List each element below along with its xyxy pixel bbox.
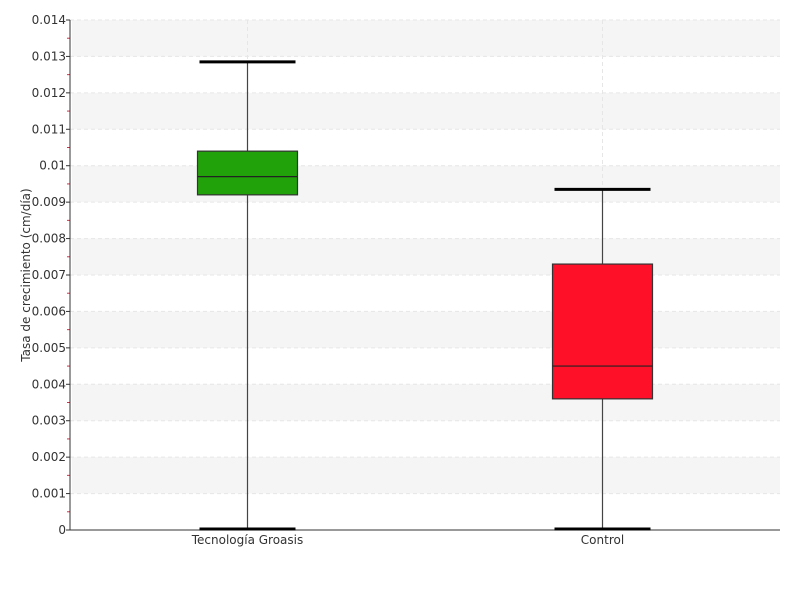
grid-bands	[72, 20, 780, 494]
y-tick-label: 0.007	[32, 268, 66, 282]
grid-band	[72, 457, 780, 494]
x-tick-label: Tecnología Groasis	[191, 533, 304, 547]
x-tick-labels: Tecnología Groasis Control	[191, 533, 624, 547]
grid-band	[72, 311, 780, 348]
y-tick-label: 0.014	[32, 13, 66, 27]
grid-band	[72, 92, 780, 130]
x-tick-label: Control	[581, 533, 624, 547]
axes	[66, 19, 780, 531]
boxes	[196, 60, 654, 531]
y-tick-label: 0.001	[32, 487, 66, 501]
box-body	[551, 263, 654, 400]
y-tick-label: 0.01	[39, 159, 66, 173]
box-group	[196, 60, 299, 531]
y-tick-label: 0.002	[32, 450, 66, 464]
box-group	[551, 187, 654, 531]
box-body	[196, 150, 299, 196]
grid-band	[72, 165, 780, 203]
y-tick-label: 0.008	[32, 232, 66, 246]
y-tick-label: 0.004	[32, 377, 66, 391]
y-tick-label: 0.006	[32, 304, 66, 318]
y-tick-label: 0.009	[32, 195, 66, 209]
y-tick-label: 0.005	[32, 341, 66, 355]
grid-band	[72, 238, 780, 275]
y-tick-label: 0.013	[32, 49, 66, 63]
y-tick-label: 0	[58, 523, 66, 537]
y-tick-labels: 0 0.001 0.002 0.003 0.004 0.005 0.006 0.007 0.00…	[32, 13, 66, 537]
y-tick-label: 0.011	[32, 122, 66, 136]
y-tick-label: 0.012	[32, 86, 66, 100]
y-axis-title: Tasa de crecimiento (cm/día)	[19, 188, 33, 362]
grid-band	[72, 384, 780, 421]
y-tick-label: 0.003	[32, 414, 66, 428]
grid-band	[72, 20, 780, 57]
